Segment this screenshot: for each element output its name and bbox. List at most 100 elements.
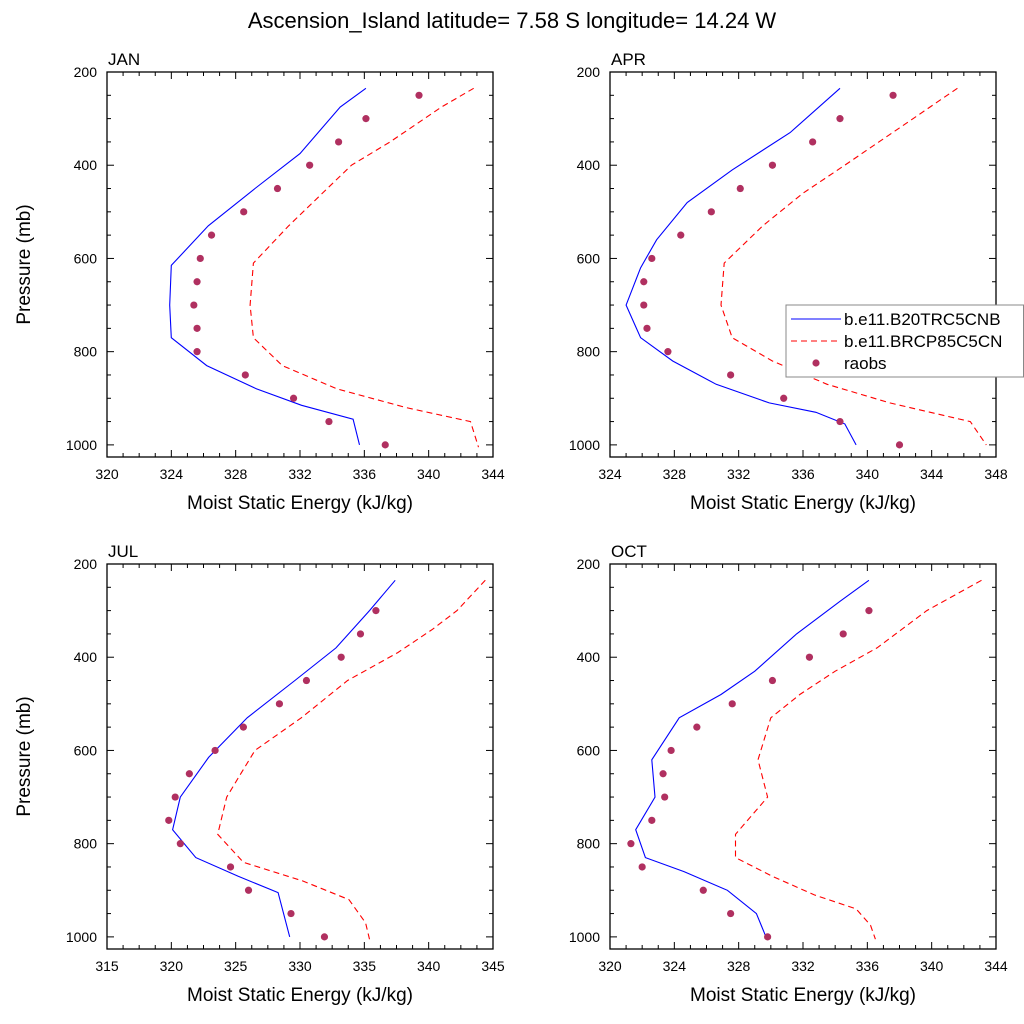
series-line-brcp85c5cn [249,87,480,448]
x-tick-label: 332 [791,958,815,974]
obs-point [809,138,817,146]
x-tick-label: 345 [481,958,505,974]
obs-point [207,231,216,239]
panel-oct: OCT 320 324 328 332 336 340 344 200 400 600 800 1000… [569,542,1008,1006]
obs-point [240,208,248,216]
obs-point [226,863,235,871]
obs-point [185,770,193,778]
obs-point [306,161,314,169]
obs-point [335,138,343,146]
obs-point [780,394,788,402]
x-tick-label: 344 [984,958,1008,974]
obs-point [627,840,635,848]
y-tick-label: 200 [74,556,98,572]
x-tick-label: 340 [417,466,441,482]
series-line-b20trc5cnb [172,579,396,938]
chart-title: Ascension_Island latitude= 7.58 S longit… [248,8,777,33]
x-tick-label: 324 [160,466,184,482]
series-line-b20trc5cnb [625,87,857,446]
x-tick-label: 336 [353,466,377,482]
panel-label: APR [611,50,646,69]
obs-point [889,91,897,99]
y-tick-label: 800 [74,344,98,360]
obs-point [165,816,173,824]
obs-point [273,184,282,193]
obs-point [190,301,198,309]
obs-point [865,607,873,615]
y-tick-label: 1000 [66,437,97,453]
y-tick-label: 1000 [66,929,97,945]
x-tick-label: 340 [856,466,880,482]
series-line-brcp85c5cn [217,579,486,940]
obs-point [659,770,667,778]
y-tick-label: 400 [74,649,98,665]
y-tick-label: 800 [74,836,98,852]
y-tick-label: 200 [577,64,601,80]
x-tick-label: 328 [727,958,751,974]
series-line-b20trc5cnb [169,87,367,446]
x-tick-label: 328 [663,466,687,482]
y-tick-label: 1000 [569,437,600,453]
obs-point [707,208,715,216]
x-tick-label: 348 [984,466,1008,482]
obs-point [171,793,179,801]
x-tick-label: 328 [224,466,248,482]
panel-jul: JUL 315 320 325 330 335 340 345 200 400 600 800 1000… [14,542,505,1006]
obs-point [699,886,707,894]
x-axis-label: Moist Static Energy (kJ/kg) [187,985,413,1006]
obs-point [289,394,298,402]
obs-point [805,653,814,661]
x-tick-label: 340 [417,958,441,974]
x-tick-label: 344 [481,466,505,482]
obs-point [664,348,672,356]
x-tick-label: 315 [95,958,119,974]
x-axis-label: Moist Static Energy (kJ/kg) [187,493,413,514]
panel-jan: JAN 320 324 328 332 336 340 344 200 400 600 800 1000… [14,50,505,514]
obs-point [764,933,772,941]
obs-point [244,886,253,894]
obs-point [643,324,651,332]
obs-point [193,348,201,356]
obs-point [839,630,847,638]
x-tick-label: 332 [727,466,751,482]
x-tick-label: 330 [288,958,312,974]
panel-label: JUL [108,542,138,561]
x-tick-label: 325 [224,958,248,974]
obs-point [736,184,744,193]
obs-point [768,676,777,685]
x-tick-label: 344 [920,466,944,482]
y-tick-label: 600 [577,250,601,266]
x-tick-label: 335 [353,958,377,974]
series-line-b20trc5cnb [635,579,870,938]
y-tick-label: 600 [74,742,98,758]
obs-point [727,371,735,379]
obs-point [727,909,735,918]
obs-point [337,653,345,661]
obs-point [836,115,844,123]
obs-point [196,254,204,263]
obs-point [661,793,669,801]
plot-frame [106,563,494,950]
x-tick-label: 320 [598,958,622,974]
obs-point [362,115,370,123]
obs-point [193,278,201,286]
y-tick-label: 1000 [569,929,600,945]
obs-point [239,723,247,731]
obs-point [176,840,184,848]
x-tick-label: 324 [663,958,687,974]
panel-label: OCT [611,542,647,561]
legend-swatch-raobs [812,359,820,367]
x-tick-label: 336 [791,466,815,482]
plot-frame [106,71,494,458]
y-tick-label: 400 [577,157,601,173]
y-tick-label: 400 [74,157,98,173]
legend-entry-label: b.e11.BRCP85C5CN [844,332,1002,351]
obs-point [325,417,333,426]
obs-point [356,630,365,638]
y-tick-label: 400 [577,649,601,665]
obs-point [648,254,656,263]
x-tick-label: 324 [598,466,622,482]
x-axis-label: Moist Static Energy (kJ/kg) [690,493,916,514]
obs-point [667,746,675,755]
x-tick-label: 332 [288,466,312,482]
